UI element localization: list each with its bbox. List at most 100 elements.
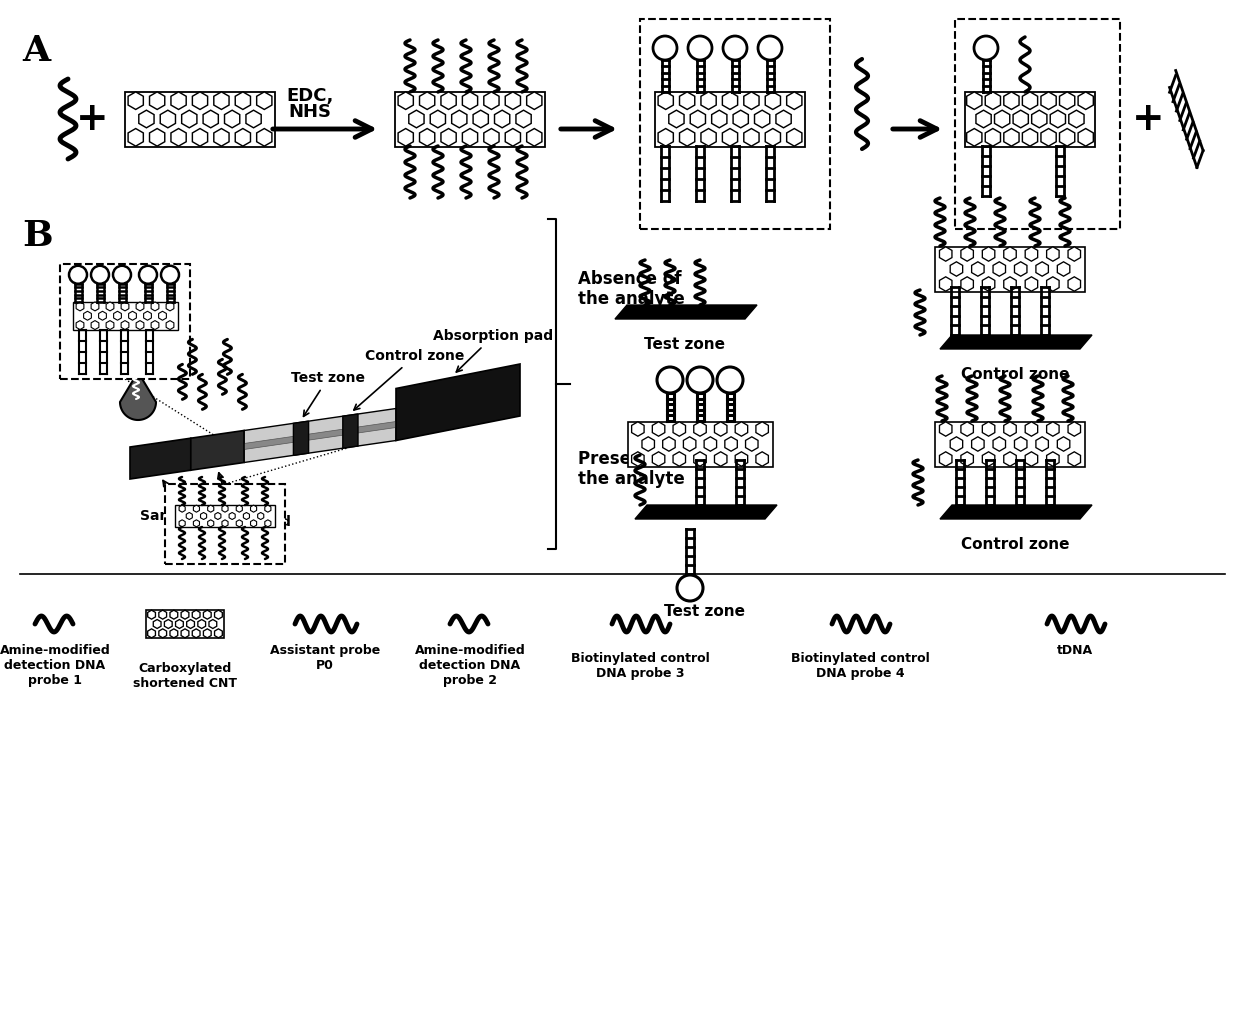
- Polygon shape: [733, 110, 748, 128]
- Polygon shape: [1003, 276, 1017, 292]
- Text: Carboxylated
shortened CNT: Carboxylated shortened CNT: [133, 662, 237, 690]
- Polygon shape: [160, 110, 176, 128]
- Polygon shape: [192, 610, 200, 620]
- Polygon shape: [972, 261, 985, 276]
- Polygon shape: [474, 110, 489, 128]
- Bar: [396, 92, 546, 146]
- Polygon shape: [91, 321, 99, 330]
- Polygon shape: [723, 92, 738, 109]
- Polygon shape: [451, 110, 467, 128]
- Polygon shape: [668, 110, 684, 128]
- Polygon shape: [144, 311, 151, 320]
- Polygon shape: [258, 513, 264, 520]
- Polygon shape: [130, 438, 191, 479]
- Polygon shape: [712, 110, 727, 128]
- Text: tDNA: tDNA: [1056, 644, 1094, 657]
- Polygon shape: [1047, 452, 1059, 466]
- Polygon shape: [120, 372, 156, 420]
- Polygon shape: [683, 437, 696, 451]
- Polygon shape: [993, 261, 1006, 276]
- Polygon shape: [250, 520, 257, 527]
- Polygon shape: [186, 513, 192, 520]
- Polygon shape: [1078, 128, 1094, 146]
- Text: Biotinylated control
DNA probe 3: Biotinylated control DNA probe 3: [570, 652, 709, 680]
- Polygon shape: [704, 437, 717, 451]
- Polygon shape: [176, 620, 184, 629]
- Polygon shape: [1059, 128, 1075, 146]
- Polygon shape: [229, 513, 236, 520]
- Polygon shape: [765, 92, 780, 109]
- Polygon shape: [986, 128, 1001, 146]
- Text: Test zone: Test zone: [291, 371, 365, 417]
- Polygon shape: [224, 110, 239, 128]
- Polygon shape: [701, 92, 717, 109]
- Polygon shape: [976, 110, 991, 128]
- Polygon shape: [756, 452, 769, 466]
- Text: B: B: [22, 219, 52, 253]
- Polygon shape: [166, 302, 174, 311]
- Polygon shape: [961, 422, 973, 436]
- Bar: [655, 92, 805, 146]
- Polygon shape: [170, 629, 177, 638]
- Polygon shape: [91, 302, 99, 311]
- Polygon shape: [1068, 422, 1080, 436]
- Polygon shape: [136, 302, 144, 311]
- Polygon shape: [171, 92, 186, 109]
- Polygon shape: [635, 504, 777, 519]
- Polygon shape: [982, 247, 994, 261]
- Polygon shape: [148, 629, 155, 638]
- Polygon shape: [128, 92, 144, 109]
- Polygon shape: [139, 110, 154, 128]
- Polygon shape: [1059, 92, 1075, 109]
- Polygon shape: [192, 128, 207, 146]
- Polygon shape: [1078, 92, 1094, 109]
- Polygon shape: [961, 247, 973, 261]
- Polygon shape: [114, 311, 122, 320]
- Polygon shape: [1003, 247, 1017, 261]
- Bar: [935, 422, 1085, 466]
- Polygon shape: [1003, 452, 1017, 466]
- Bar: [965, 92, 1095, 146]
- Polygon shape: [940, 247, 952, 261]
- Polygon shape: [150, 128, 165, 146]
- Text: Test zone: Test zone: [665, 604, 745, 619]
- Polygon shape: [136, 321, 144, 330]
- Text: A: A: [22, 34, 50, 68]
- Polygon shape: [129, 311, 136, 320]
- Polygon shape: [680, 92, 694, 109]
- Polygon shape: [967, 92, 982, 109]
- Polygon shape: [714, 452, 727, 466]
- Polygon shape: [398, 92, 413, 109]
- Polygon shape: [222, 506, 228, 513]
- Polygon shape: [419, 92, 435, 109]
- Bar: [175, 504, 275, 527]
- Polygon shape: [693, 452, 707, 466]
- Polygon shape: [484, 92, 498, 109]
- Polygon shape: [735, 452, 748, 466]
- Polygon shape: [193, 506, 200, 513]
- Text: EDC,: EDC,: [286, 87, 334, 105]
- Polygon shape: [1025, 276, 1038, 292]
- Polygon shape: [693, 422, 707, 436]
- Polygon shape: [128, 128, 144, 146]
- Polygon shape: [1022, 92, 1038, 109]
- Polygon shape: [1047, 247, 1059, 261]
- Polygon shape: [294, 421, 309, 455]
- Polygon shape: [265, 506, 270, 513]
- Polygon shape: [179, 520, 185, 527]
- Polygon shape: [122, 321, 129, 330]
- Polygon shape: [187, 620, 195, 629]
- Polygon shape: [250, 506, 257, 513]
- Text: Control zone: Control zone: [961, 537, 1069, 552]
- Polygon shape: [673, 452, 686, 466]
- Polygon shape: [213, 92, 229, 109]
- Polygon shape: [191, 422, 396, 457]
- Polygon shape: [658, 92, 673, 109]
- Polygon shape: [776, 110, 791, 128]
- Polygon shape: [940, 452, 952, 466]
- Bar: [165, 484, 285, 564]
- Polygon shape: [237, 520, 242, 527]
- Polygon shape: [1025, 247, 1038, 261]
- Polygon shape: [159, 311, 166, 320]
- Polygon shape: [246, 110, 262, 128]
